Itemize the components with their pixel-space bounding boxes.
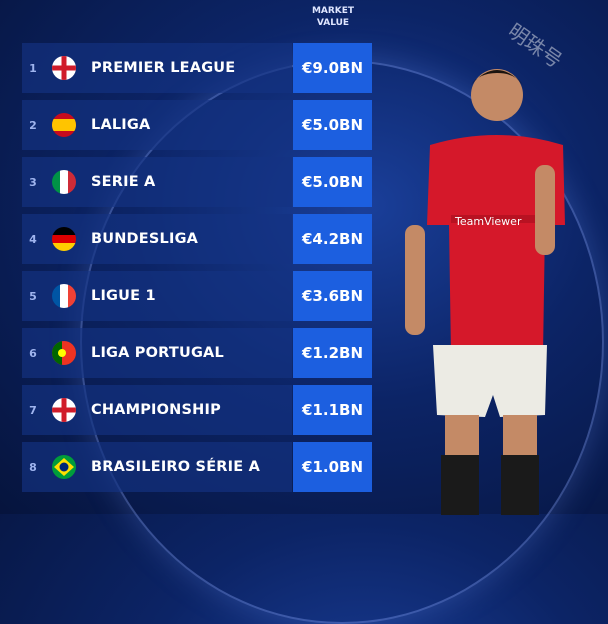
rank: 6 (29, 346, 37, 360)
league-row: 5 LIGUE 1 (22, 271, 292, 321)
spain-flag-icon (52, 113, 76, 137)
market-value: €9.0BN (293, 43, 372, 93)
rank: 3 (29, 175, 37, 189)
germany-flag-icon (52, 227, 76, 251)
player-photo: TeamViewer (405, 69, 565, 515)
market-value: €5.0BN (293, 157, 372, 207)
sponsor-text: TeamViewer (454, 215, 522, 228)
england-flag-icon (52, 56, 76, 80)
market-value-header: MARKET VALUE (311, 6, 355, 28)
market-value: €1.0BN (293, 442, 372, 492)
league-name: CHAMPIONSHIP (91, 402, 221, 418)
england-flag-icon (52, 398, 76, 422)
rank: 8 (29, 460, 37, 474)
market-value: €4.2BN (293, 214, 372, 264)
market-value: €1.1BN (293, 385, 372, 435)
rank: 7 (29, 403, 37, 417)
brazil-flag-icon (52, 455, 76, 479)
league-name: LIGA PORTUGAL (91, 345, 224, 361)
market-value: €5.0BN (293, 100, 372, 150)
league-name: LALIGA (91, 117, 151, 133)
league-name: BUNDESLIGA (91, 231, 199, 247)
league-row: 2 LALIGA (22, 100, 292, 150)
italy-flag-icon (52, 170, 76, 194)
rank: 5 (29, 289, 37, 303)
market-value: €1.2BN (293, 328, 372, 378)
league-row: 7 CHAMPIONSHIP (22, 385, 292, 435)
league-row: 6 LIGA PORTUGAL (22, 328, 292, 378)
rank: 2 (29, 118, 37, 132)
league-row: 3 SERIE A (22, 157, 292, 207)
league-row: 4 BUNDESLIGA (22, 214, 292, 264)
portugal-flag-icon (52, 341, 76, 365)
market-value: €3.6BN (293, 271, 372, 321)
league-name: PREMIER LEAGUE (91, 60, 236, 76)
league-row: 8 BRASILEIRO SÉRIE A (22, 442, 292, 492)
league-name: LIGUE 1 (91, 288, 156, 304)
france-flag-icon (52, 284, 76, 308)
rank: 4 (29, 232, 37, 246)
league-name: SERIE A (91, 174, 156, 190)
league-name: BRASILEIRO SÉRIE A (91, 459, 261, 475)
league-row: 1 PREMIER LEAGUE (22, 43, 292, 93)
rank: 1 (29, 61, 37, 75)
